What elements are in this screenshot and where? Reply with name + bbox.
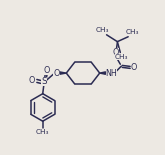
Text: CH₃: CH₃ xyxy=(36,129,50,135)
Text: O: O xyxy=(29,76,35,85)
Text: CH₃: CH₃ xyxy=(115,54,128,60)
Polygon shape xyxy=(59,72,66,74)
Text: O: O xyxy=(53,69,60,78)
Text: NH: NH xyxy=(106,69,117,78)
Text: O: O xyxy=(43,66,50,75)
Polygon shape xyxy=(100,72,106,74)
Text: O: O xyxy=(112,48,119,57)
Text: CH₃: CH₃ xyxy=(125,29,139,35)
Text: S: S xyxy=(41,77,47,86)
Text: CH₃: CH₃ xyxy=(96,27,109,33)
Text: O: O xyxy=(131,63,137,72)
